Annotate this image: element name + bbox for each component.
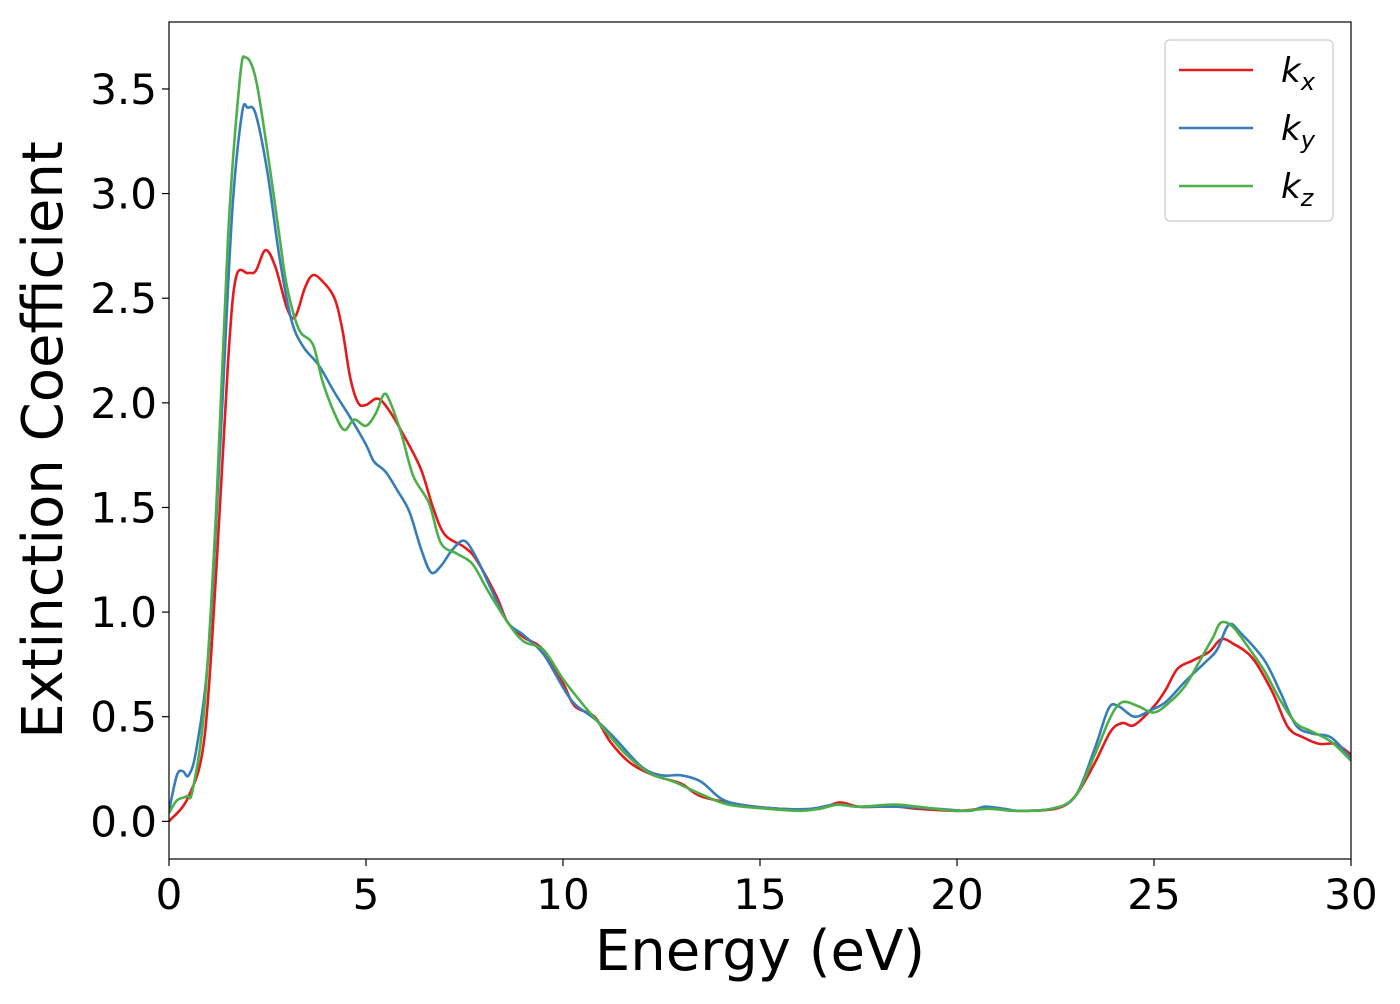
y-axis-label: Extinction Coefficient	[11, 141, 76, 739]
x-tick-label: 30	[1324, 870, 1377, 919]
y-tick-label: 3.0	[90, 170, 157, 219]
legend-label-subscript: y	[1300, 126, 1316, 154]
y-tick-label: 3.5	[90, 65, 157, 114]
legend-label-base: k	[1281, 109, 1302, 149]
x-tick-label: 10	[536, 870, 589, 919]
legend-label-base: k	[1281, 51, 1302, 91]
x-tick-label: 25	[1127, 870, 1180, 919]
y-tick-label: 2.5	[90, 274, 157, 323]
x-tick-label: 0	[156, 870, 183, 919]
x-tick-label: 5	[353, 870, 380, 919]
legend-label-subscript: z	[1300, 184, 1315, 212]
y-tick-label: 0.5	[90, 693, 157, 742]
y-tick-label: 2.0	[90, 379, 157, 428]
legend-label-kz: kz	[1281, 167, 1315, 212]
legend-label-subscript: x	[1300, 68, 1316, 96]
legend-box	[1164, 39, 1334, 222]
series-line-kz	[169, 55, 1351, 815]
x-tick-label: 20	[930, 870, 983, 919]
series-line-kx	[169, 248, 1351, 823]
y-tick-label: 0.0	[90, 797, 157, 846]
x-axis-label: Energy (eV)	[595, 919, 925, 984]
x-axis-ticks: 0 5 10 15 20 25 30	[156, 859, 1378, 919]
x-tick-label: 15	[733, 870, 786, 919]
y-tick-label: 1.0	[90, 588, 157, 637]
legend-label-ky: ky	[1281, 109, 1316, 154]
legend-label-base: k	[1281, 167, 1302, 207]
y-tick-label: 1.5	[90, 483, 157, 532]
series-layer	[169, 55, 1351, 823]
legend-label-kx: kx	[1281, 51, 1316, 96]
y-axis-ticks: 0.0 0.5 1.0 1.5 2.0 2.5 3.0 3.5	[90, 65, 169, 846]
